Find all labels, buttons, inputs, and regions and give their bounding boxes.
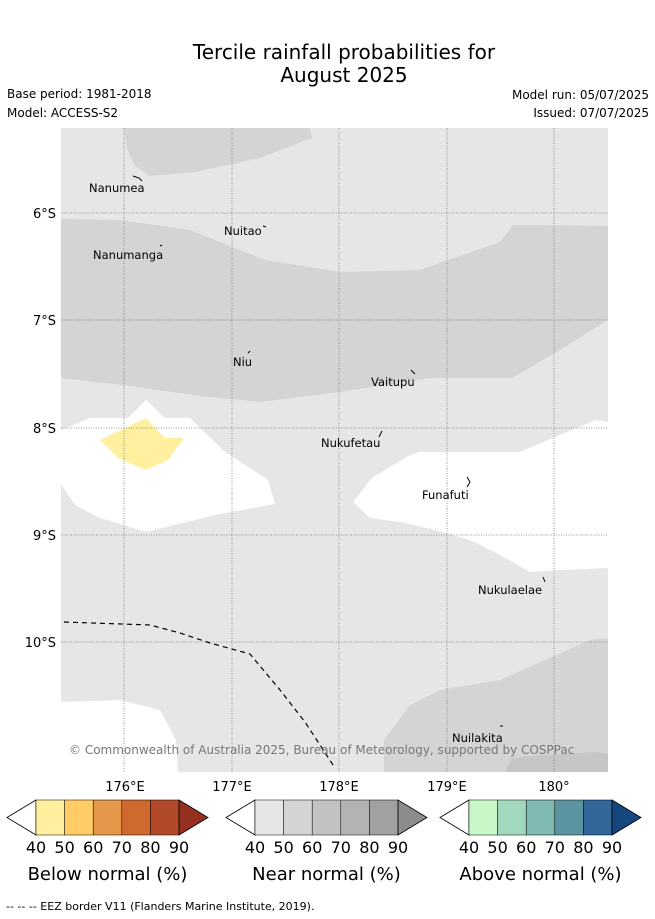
nukulaelae-island (542, 576, 546, 583)
above-normal-colorbar: 40 50 60 70 80 90 Above normal (%) (439, 799, 642, 885)
below-normal-colorbar-swatch (150, 799, 180, 836)
near-normal-colorbar-tick: 60 (302, 838, 322, 857)
eez-footnote: -- -- -- EEZ border V11 (Flanders Marine… (6, 900, 315, 913)
longitude-labels: 176°E 177°E 178°E 179°E 180° (105, 780, 569, 795)
near-normal-under-40-east (353, 420, 608, 572)
below-normal-colorbar-swatch (35, 799, 65, 836)
below-normal-colorbar-tick: 90 (169, 838, 189, 857)
lon-label-176e: 176°E (105, 780, 145, 795)
place-label-nukufetau: Nukufetau (321, 436, 380, 450)
below-normal-colorbar-swatch (92, 799, 123, 836)
near-normal-50-band (61, 219, 608, 402)
above-normal-colorbar-tick: 90 (602, 838, 622, 857)
near-normal-colorbar-tick: 90 (388, 838, 408, 857)
niu-island (247, 350, 251, 354)
below-normal-colorbar-title: Below normal (%) (28, 864, 188, 885)
above-normal-colorbar-title: Above normal (%) (459, 864, 621, 885)
lat-label-10s: 10°S (25, 636, 56, 651)
below-normal-colorbar-tick: 40 (26, 838, 46, 857)
nuitao-island (262, 225, 267, 228)
above-normal-colorbar-tick: 70 (545, 838, 565, 857)
near-normal-50-north (124, 128, 312, 176)
nukufetau-island (378, 430, 383, 438)
place-label-nanumanga: Nanumanga (93, 248, 163, 262)
vaitupu-island (410, 369, 416, 375)
lon-label-177e: 177°E (212, 780, 252, 795)
above-normal-colorbar-swatch (525, 799, 556, 836)
near-normal-colorbar-swatch (254, 799, 284, 836)
near-normal-colorbar-swatch (283, 799, 313, 836)
near-normal-under-40-southwest (61, 700, 178, 772)
issued-date: Issued: 07/07/2025 (533, 106, 649, 120)
place-label-nuilakita: Nuilakita (452, 731, 503, 745)
below-normal-colorbar: 40 50 60 70 80 90 Below normal (%) (6, 799, 209, 885)
title-line-1: Tercile rainfall probabilities for (192, 40, 496, 64)
near-normal-50-south (384, 638, 608, 772)
above-normal-colorbar-swatch (554, 799, 584, 836)
lat-label-7s: 7°S (33, 314, 56, 329)
colorbar-legends: 40 50 60 70 80 90 Below normal (%) 40 50 60 70 80 90… (6, 799, 642, 885)
funafuti-island (466, 476, 471, 488)
below-normal-colorbar-over-swatch (178, 799, 209, 836)
map-fields (61, 128, 608, 772)
island-outlines (132, 175, 546, 727)
place-label-nuitao: Nuitao (224, 224, 262, 238)
model-run: Model run: 05/07/2025 (511, 88, 649, 102)
above-normal-colorbar-tick: 50 (487, 838, 507, 857)
nanumanga-island (159, 244, 163, 247)
below-normal-colorbar-tick: 80 (140, 838, 160, 857)
place-label-funafuti: Funafuti (422, 488, 469, 502)
latitude-labels: 6°S 7°S 8°S 9°S 10°S (25, 207, 56, 651)
above-normal-colorbar-swatch (468, 799, 498, 836)
near-normal-colorbar-swatch (340, 799, 370, 836)
above-normal-colorbar-swatch (497, 799, 527, 836)
near-normal-colorbar-under-swatch (225, 799, 256, 836)
below-normal-under-40-west (61, 400, 275, 532)
above-normal-colorbar-tick: 80 (573, 838, 593, 857)
above-normal-colorbar-over-swatch (611, 799, 642, 836)
nanumea-island (132, 175, 143, 182)
below-normal-colorbar-tick: 70 (112, 838, 132, 857)
below-normal-colorbar-under-swatch (6, 799, 37, 836)
lon-label-180: 180° (538, 780, 569, 795)
model-name: Model: ACCESS-S2 (7, 106, 119, 120)
near-normal-colorbar-tick: 40 (245, 838, 265, 857)
base-period: Base period: 1981-2018 (7, 87, 152, 101)
above-normal-colorbar-tick: 60 (516, 838, 536, 857)
below-normal-40-50-area (100, 418, 184, 470)
place-label-nanumea: Nanumea (89, 181, 145, 195)
near-normal-colorbar-tick: 70 (331, 838, 351, 857)
lon-label-179e: 179°E (427, 780, 467, 795)
near-normal-colorbar-title: Near normal (%) (252, 864, 401, 885)
place-label-nukulaelae: Nukulaelae (478, 583, 542, 597)
above-normal-colorbar-swatch (583, 799, 613, 836)
place-labels: Nanumea Nuitao Nanumanga Niu Vaitupu Nuk… (89, 181, 542, 745)
copyright-notice: © Commonwealth of Australia 2025, Bureau… (69, 743, 574, 757)
map-title: Tercile rainfall probabilities for Augus… (0, 41, 655, 87)
lon-label-178e: 178°E (319, 780, 359, 795)
lat-label-8s: 8°S (33, 422, 56, 437)
near-normal-colorbar-swatch (369, 799, 399, 836)
near-normal-colorbar-over-swatch (397, 799, 428, 836)
near-normal-colorbar-swatch (311, 799, 342, 836)
near-normal-colorbar-tick: 80 (359, 838, 379, 857)
below-normal-colorbar-swatch (121, 799, 151, 836)
near-normal-colorbar: 40 50 60 70 80 90 Near normal (%) (225, 799, 428, 885)
below-normal-colorbar-tick: 50 (54, 838, 74, 857)
title-line-2: August 2025 (280, 63, 408, 87)
above-normal-colorbar-tick: 40 (459, 838, 479, 857)
near-normal-60-south (505, 752, 608, 772)
latitude-gridlines (61, 212, 608, 643)
lat-label-6s: 6°S (33, 207, 56, 222)
place-label-vaitupu: Vaitupu (371, 375, 415, 389)
below-normal-colorbar-tick: 60 (83, 838, 103, 857)
below-normal-colorbar-swatch (64, 799, 94, 836)
near-normal-colorbar-tick: 50 (273, 838, 293, 857)
above-normal-colorbar-under-swatch (439, 799, 470, 836)
place-label-niu: Niu (233, 355, 252, 369)
eez-border-line (63, 621, 336, 769)
lat-label-9s: 9°S (33, 529, 56, 544)
